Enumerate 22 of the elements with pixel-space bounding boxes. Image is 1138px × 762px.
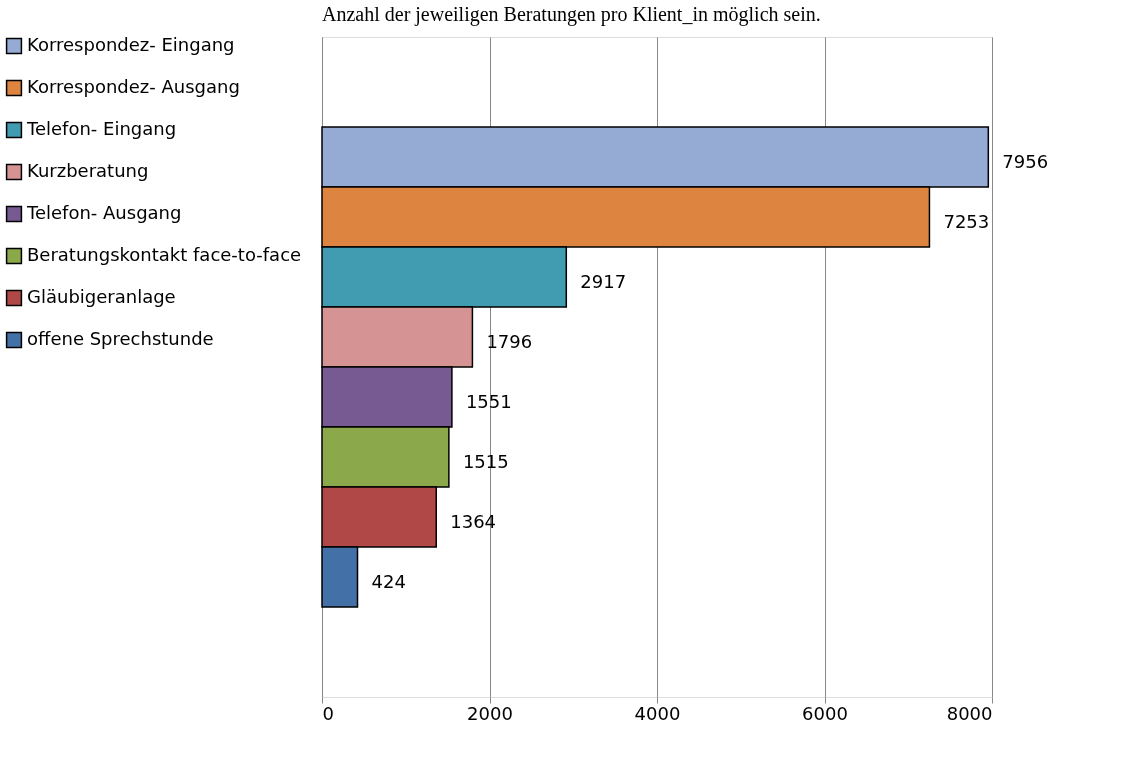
data-label: 1796 bbox=[486, 331, 533, 352]
legend-label: Telefon- Ausgang bbox=[26, 202, 182, 223]
x-tick-label: 4000 bbox=[634, 702, 681, 724]
legend-label: offene Sprechstunde bbox=[27, 328, 214, 349]
x-tick-label: 6000 bbox=[802, 702, 848, 724]
legend-label: Telefon- Eingang bbox=[26, 118, 177, 139]
legend-label: Beratungskontakt face-to-face bbox=[27, 244, 302, 265]
data-label: 1515 bbox=[462, 451, 509, 472]
data-label: 424 bbox=[371, 571, 406, 592]
data-label: 7956 bbox=[1002, 151, 1049, 172]
legend-label: Korrespondez- Ausgang bbox=[27, 76, 240, 97]
data-label: 2917 bbox=[580, 271, 627, 292]
x-tick-label: 0 bbox=[322, 702, 334, 724]
text: Anzahl der jeweiligen Beratungen pro Klient_in möglich sein. bbox=[322, 3, 821, 26]
legend-label: Kurzberatung bbox=[27, 160, 149, 181]
data-label: 1364 bbox=[450, 511, 497, 532]
data-label: 1551 bbox=[465, 391, 512, 412]
legend-label: Gläubigeranlage bbox=[27, 286, 176, 307]
data-label: 7253 bbox=[943, 211, 990, 232]
x-tick-label: 2000 bbox=[467, 702, 513, 724]
x-tick-label: 8000 bbox=[946, 702, 993, 724]
legend-label: Korrespondez- Eingang bbox=[27, 34, 235, 55]
